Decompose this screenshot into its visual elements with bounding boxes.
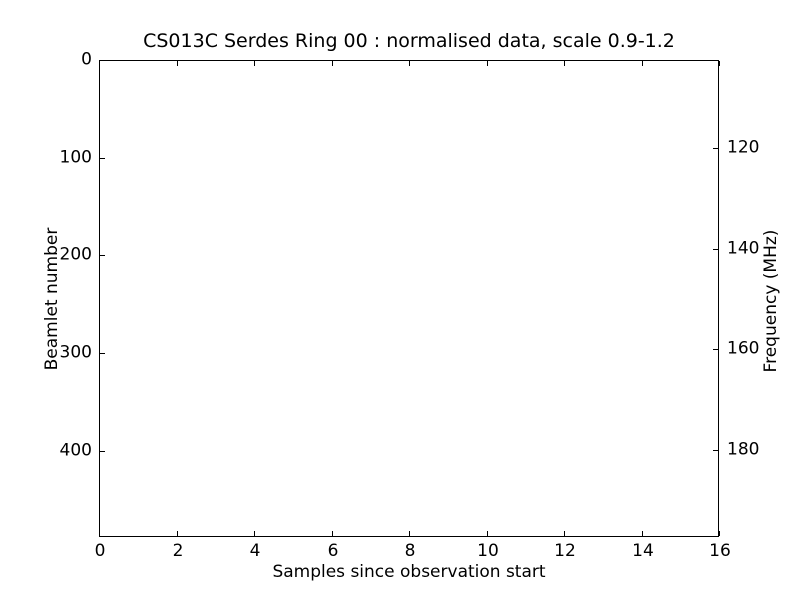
x-tick-top (99, 61, 100, 66)
x-tick-label: 6 (327, 541, 339, 561)
y-left-tick-label: 400 (59, 440, 92, 461)
y-right-tick-label: 180 (727, 439, 760, 460)
x-tick-label: 8 (404, 541, 416, 561)
y-left-tick (100, 255, 105, 256)
x-tick (642, 531, 643, 536)
x-tick-label: 0 (94, 541, 106, 561)
x-tick (99, 531, 100, 536)
y-right-tick (713, 349, 718, 350)
x-tick-label: 16 (709, 541, 731, 561)
x-tick (254, 531, 255, 536)
x-tick-label: 14 (632, 541, 654, 561)
y-right-tick-label: 140 (727, 238, 760, 259)
y-axis-right-label: Frequency (MHz) (761, 229, 781, 373)
plot-area (99, 60, 719, 537)
x-tick-top (254, 61, 255, 66)
y-left-tick-label: 0 (81, 49, 92, 70)
x-tick (564, 531, 565, 536)
x-tick (487, 531, 488, 536)
x-tick-label: 12 (554, 541, 576, 561)
y-right-tick (713, 450, 718, 451)
y-left-tick (100, 158, 105, 159)
y-right-tick (713, 249, 718, 250)
x-tick-label: 2 (172, 541, 184, 561)
x-tick-top (487, 61, 488, 66)
x-tick-top (719, 61, 720, 66)
y-left-tick (100, 353, 105, 354)
x-tick-label: 4 (249, 541, 261, 561)
y-right-tick (713, 148, 718, 149)
x-tick-top (409, 61, 410, 66)
y-left-tick-label: 300 (59, 342, 92, 363)
x-tick (332, 531, 333, 536)
y-left-tick-label: 200 (59, 244, 92, 265)
x-tick (719, 531, 720, 536)
y-left-tick (100, 451, 105, 452)
x-tick (177, 531, 178, 536)
y-left-tick-label: 100 (59, 147, 92, 168)
x-tick-top (177, 61, 178, 66)
y-axis-left-label: Beamlet number (42, 227, 62, 371)
x-tick-top (642, 61, 643, 66)
x-tick-label: 10 (477, 541, 499, 561)
plot-title: CS013C Serdes Ring 00 : normalised data,… (143, 30, 675, 52)
y-right-tick-label: 120 (727, 137, 760, 158)
x-tick-top (332, 61, 333, 66)
y-right-tick-label: 160 (727, 338, 760, 359)
x-tick (409, 531, 410, 536)
y-left-tick (100, 60, 105, 61)
x-tick-top (564, 61, 565, 66)
x-axis-label: Samples since observation start (272, 562, 546, 582)
